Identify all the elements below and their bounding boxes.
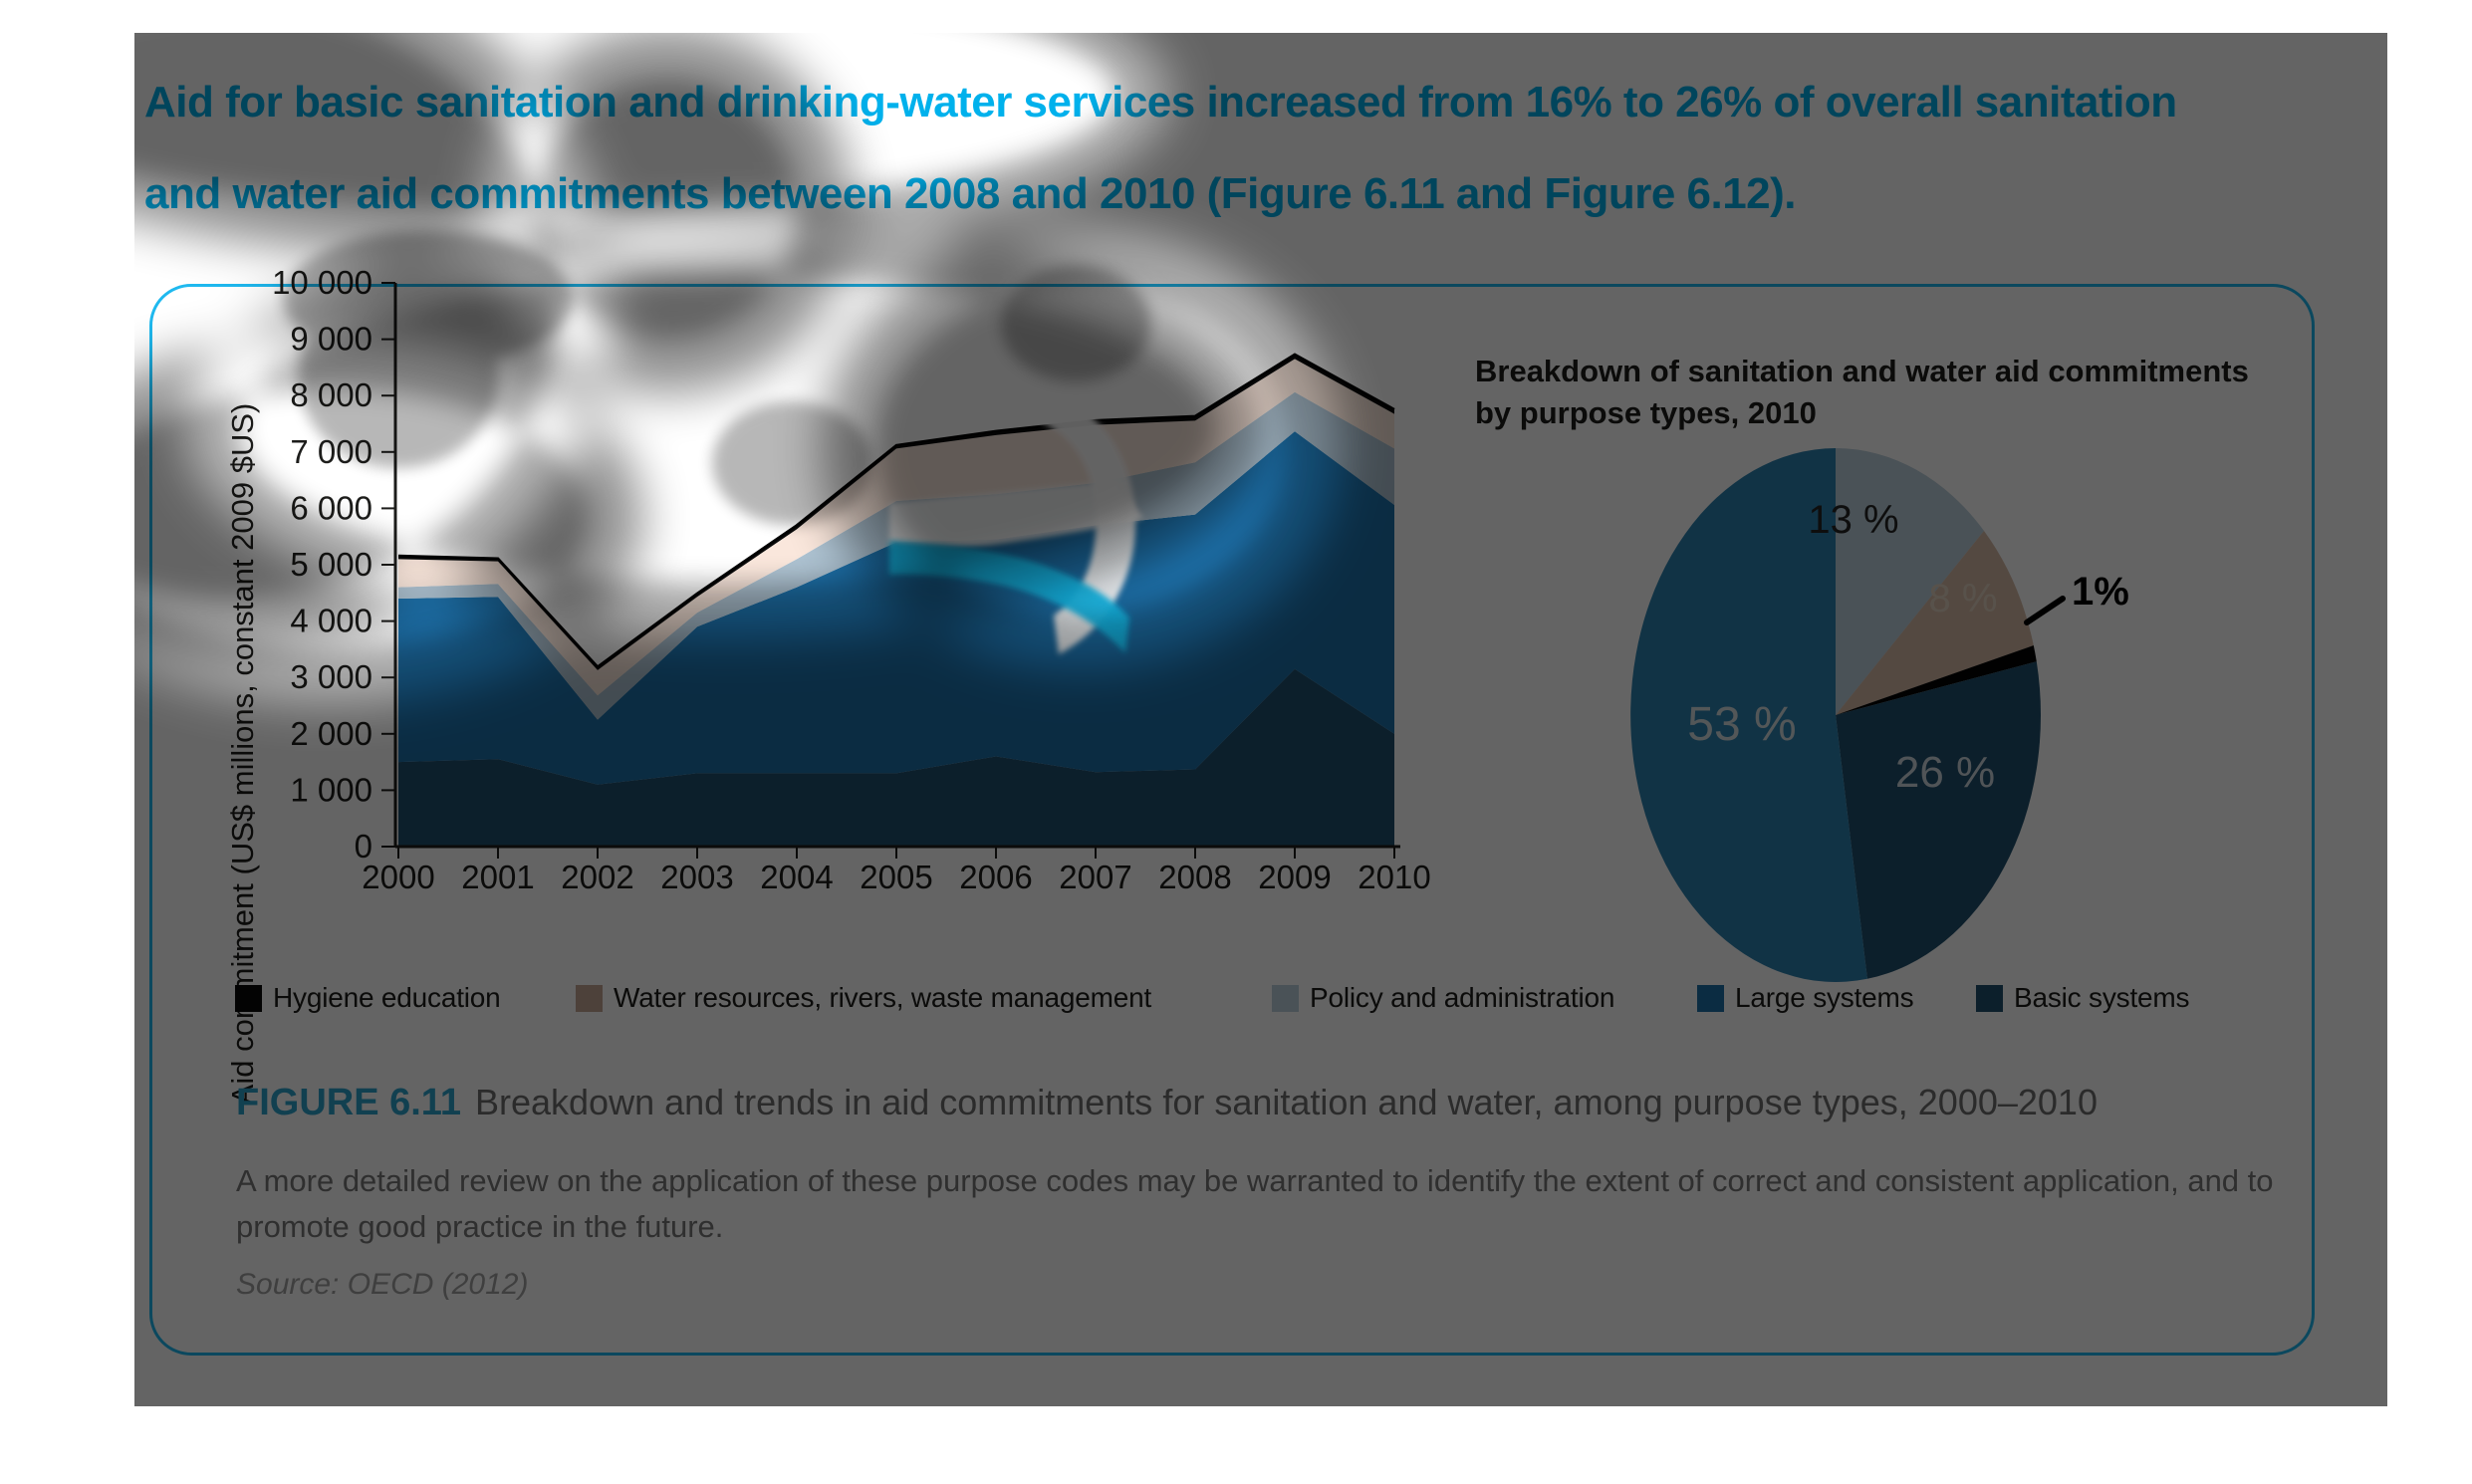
legend-label: Large systems — [1735, 982, 1914, 1013]
figure-caption-label: FIGURE 6.11 — [236, 1082, 461, 1123]
y-tick-label: 6 000 — [290, 489, 372, 526]
x-tick-label: 2005 — [860, 859, 932, 895]
x-tick-label: 2006 — [959, 859, 1032, 895]
pie-slice-label: 53 % — [1687, 698, 1796, 751]
legend-label: Water resources, rivers, waste managemen… — [614, 982, 1152, 1013]
legend-label: Basic systems — [2014, 982, 2190, 1013]
y-tick-label: 1 000 — [290, 771, 372, 808]
y-tick-label: 5 000 — [290, 546, 372, 583]
pie-slice-label: 8 % — [1929, 577, 1998, 620]
y-tick-label: 9 000 — [290, 321, 372, 358]
legend-label: Hygiene education — [273, 982, 501, 1013]
legend-item-hygiene: Hygiene education — [235, 982, 501, 1014]
headline-line-1: Aid for basic sanitation and drinking-wa… — [144, 78, 2177, 126]
figure-source: Source: OECD (2012) — [236, 1268, 529, 1301]
x-tick-label: 2001 — [461, 859, 534, 895]
x-tick-label: 2000 — [362, 859, 434, 895]
legend-swatch-policy — [1272, 984, 1299, 1012]
y-tick-label: 10 000 — [272, 264, 372, 301]
pie-chart: 13 % 8 % 1% 26 % 53 % — [1630, 448, 2129, 982]
x-tick-label: 2009 — [1258, 859, 1331, 895]
legend-item-basic-systems: Basic systems — [1976, 982, 2190, 1014]
headline-line-2: and water aid commitments between 2008 a… — [144, 169, 1797, 218]
y-tick-label: 8 000 — [290, 376, 372, 413]
x-tick-label: 2010 — [1358, 859, 1430, 895]
x-tick-label: 2007 — [1059, 859, 1131, 895]
figure-caption: FIGURE 6.11 Breakdown and trends in aid c… — [236, 1082, 2098, 1124]
x-tick-label: 2002 — [561, 859, 633, 895]
pie-title: Breakdown of sanitation and water aid co… — [1475, 351, 2252, 434]
pie-slice-label: 1% — [2072, 570, 2129, 614]
legend-label: Policy and administration — [1310, 982, 1615, 1013]
legend-swatch-hygiene — [235, 984, 262, 1012]
legend-swatch-basic-systems — [1976, 984, 2003, 1012]
y-tick-label: 3 000 — [290, 658, 372, 695]
y-tick-label: 7 000 — [290, 433, 372, 470]
pie-slice-label: 13 % — [1808, 498, 1898, 542]
legend-swatch-water-resources — [576, 984, 603, 1012]
pie-slice-label: 26 % — [1895, 748, 1995, 797]
x-tick-label: 2003 — [660, 859, 733, 895]
figure-note: A more detailed review on the applicatio… — [236, 1163, 2274, 1244]
y-tick-label: 2 000 — [290, 715, 372, 752]
legend-swatch-large-systems — [1697, 984, 1724, 1012]
y-tick-label: 4 000 — [290, 603, 372, 639]
pie-leader-line — [2024, 596, 2066, 625]
legend-item-large-systems: Large systems — [1697, 982, 1914, 1014]
x-tick-label: 2008 — [1158, 859, 1231, 895]
x-tick-label: 2004 — [760, 859, 833, 895]
legend-item-water-resources: Water resources, rivers, waste managemen… — [576, 982, 1151, 1014]
legend-item-policy: Policy and administration — [1272, 982, 1614, 1014]
pie-title-line-1: Breakdown of sanitation and water aid co… — [1475, 354, 2249, 388]
pie-slice-basic-systems — [1836, 661, 2041, 979]
figure-caption-text: Breakdown and trends in aid commitments … — [474, 1082, 2098, 1122]
pie-title-line-2: by purpose types, 2010 — [1475, 395, 1817, 430]
